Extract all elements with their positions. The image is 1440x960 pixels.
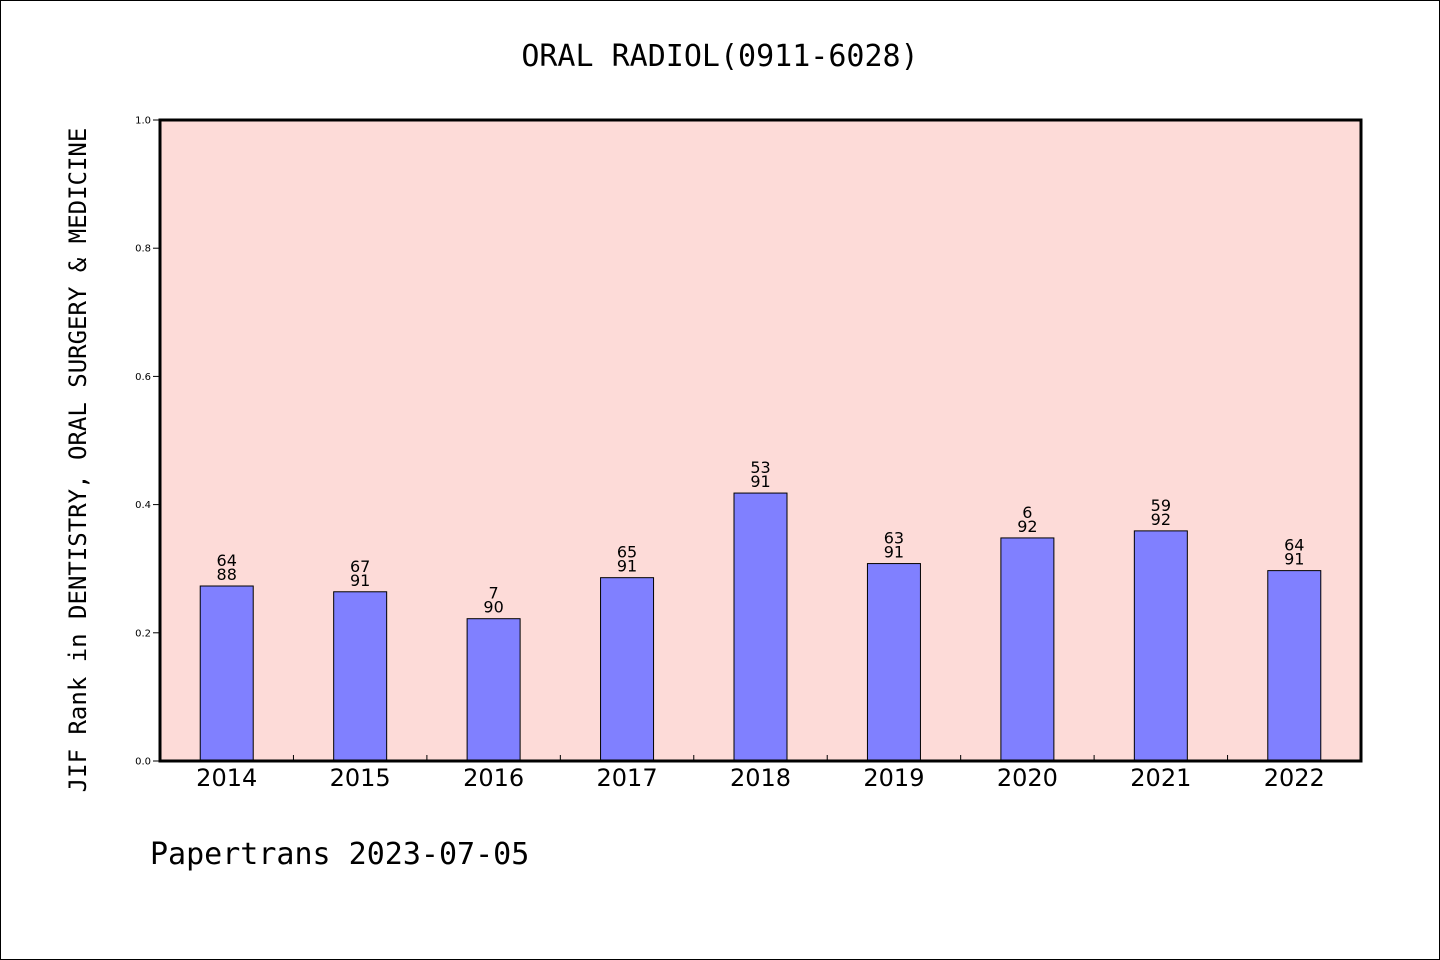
y-axis-label: JIF Rank in DENTISTRY, ORAL SURGERY & ME…: [64, 128, 92, 793]
total-label: 92: [1151, 510, 1171, 529]
bar-2017: [600, 577, 655, 762]
bar-2014: [199, 585, 254, 762]
bar-2020: [1000, 537, 1055, 762]
y-tick-label: 0.6: [135, 372, 151, 383]
y-tick-label: 0.2: [135, 628, 151, 639]
x-tick-label: 2020: [997, 764, 1058, 792]
bar-2016: [466, 618, 521, 762]
rank-label: 6: [1022, 503, 1032, 522]
x-tick-label: 2016: [463, 764, 524, 792]
x-tick-label: 2022: [1264, 764, 1325, 792]
total-label: 92: [1017, 517, 1037, 536]
x-tick-label: 2017: [597, 764, 658, 792]
y-tick-label: 0.8: [135, 244, 151, 255]
total-label: 88: [217, 565, 237, 584]
bar-2021: [1133, 530, 1188, 762]
total-label: 90: [483, 598, 503, 617]
total-label: 91: [750, 472, 770, 491]
footer-text: Papertrans 2023-07-05: [150, 837, 529, 872]
plot-border: [158, 118, 1363, 763]
bar-2022: [1267, 570, 1322, 762]
rank-label: 53: [750, 458, 770, 477]
x-tick-label: 2015: [330, 764, 391, 792]
x-tick-label: 2021: [1130, 764, 1191, 792]
total-label: 91: [884, 543, 904, 562]
bars: [199, 492, 1322, 762]
rank-label: 64: [217, 551, 237, 570]
rank-label: 65: [617, 543, 637, 562]
y-tick-label: 1.0: [135, 116, 151, 127]
x-tick-label: 2014: [196, 764, 257, 792]
rank-label: 63: [884, 529, 904, 548]
x-tick-label: 2019: [863, 764, 924, 792]
rank-label: 7: [489, 584, 499, 603]
y-axis: 0.0 0.2 0.4 0.6 0.8 1.0: [135, 116, 160, 768]
chart-title: ORAL RADIOL(0911-6028): [521, 39, 918, 74]
bar-2015: [333, 591, 388, 762]
y-tick-label: 0.4: [135, 500, 151, 511]
y-tick-label: 0.0: [135, 757, 151, 768]
x-axis: 2014 2015 2016 2017 2018 2019 2020 2021 2022: [196, 755, 1325, 792]
x-tick-label: 2018: [730, 764, 791, 792]
rank-label: 59: [1151, 496, 1171, 515]
total-label: 91: [1284, 550, 1304, 569]
total-label: 91: [617, 557, 637, 576]
rank-label: 64: [1284, 536, 1304, 555]
bar-2018: [733, 492, 788, 762]
rank-label: 67: [350, 557, 370, 576]
total-label: 91: [350, 571, 370, 590]
bar-2019: [866, 563, 921, 762]
